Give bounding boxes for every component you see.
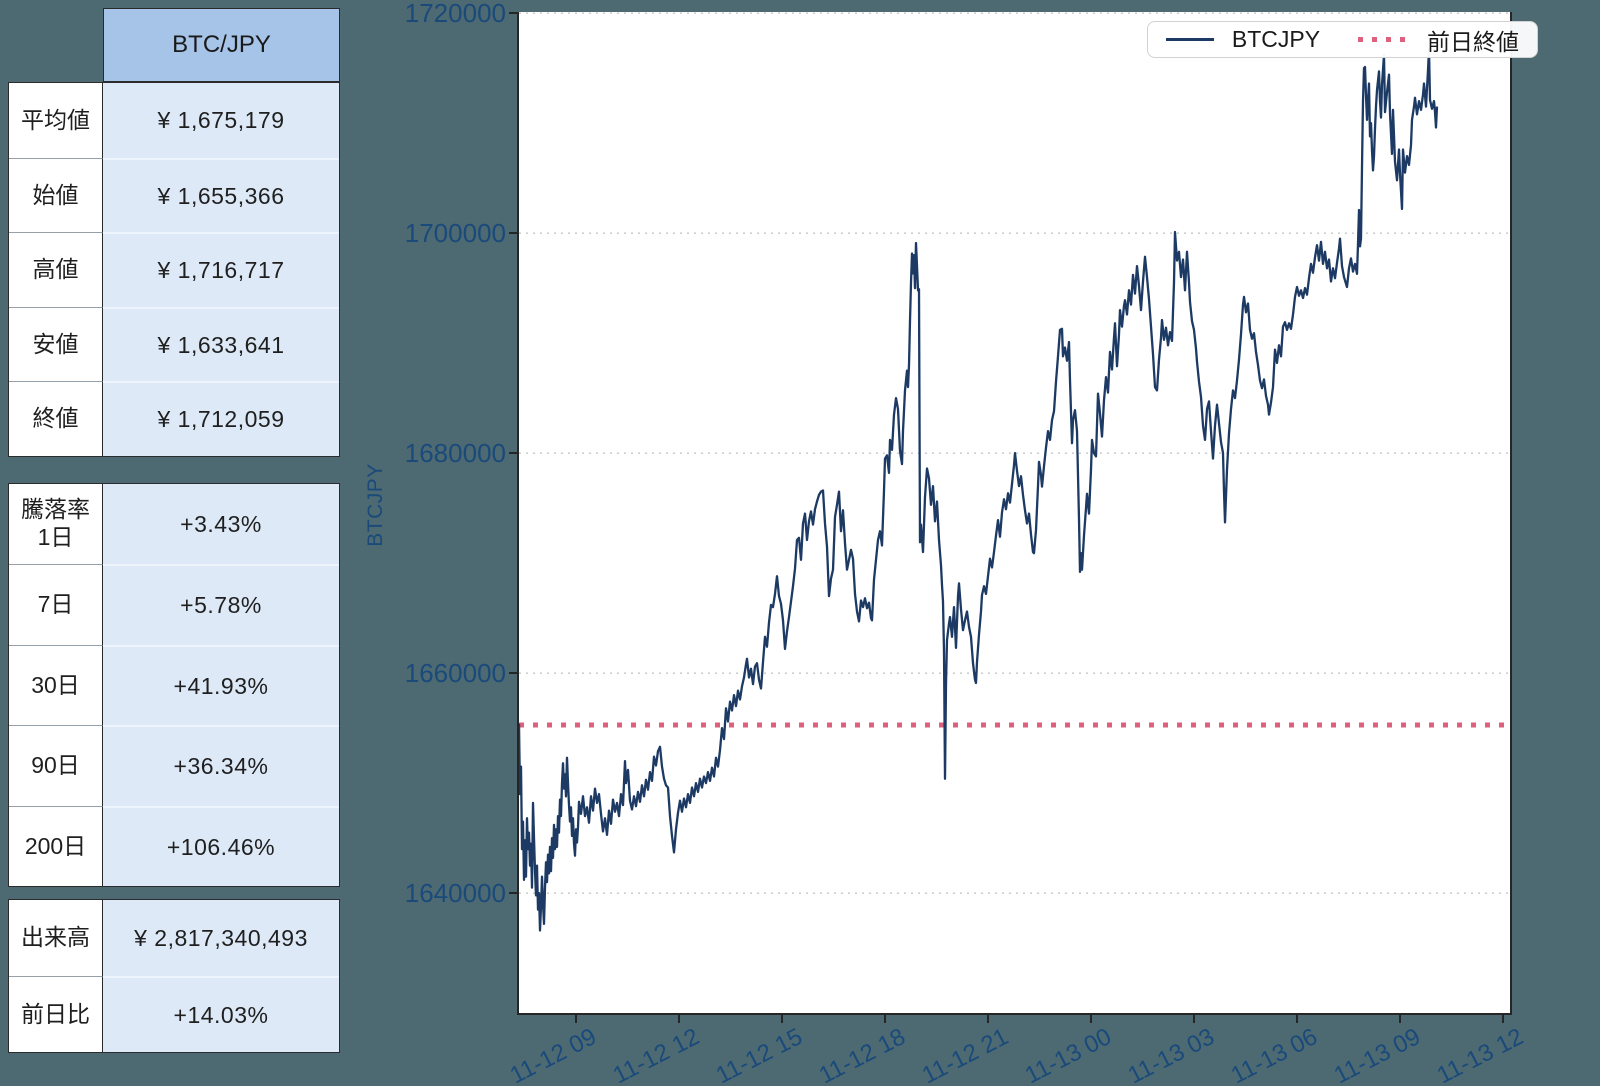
x-tickmark <box>575 1015 577 1023</box>
price-line <box>519 48 1439 932</box>
plot-area <box>517 12 1512 1015</box>
row-label: 200日 <box>9 806 103 886</box>
row-label: 始値 <box>9 158 103 232</box>
table-row: 安値 ¥ 1,633,641 <box>9 307 339 381</box>
y-tickmark <box>509 892 517 894</box>
table-row: 30日 +41.93% <box>9 645 339 725</box>
row-label: 騰落率 1日 <box>9 484 103 564</box>
x-tickmark <box>781 1015 783 1023</box>
row-label: 平均値 <box>9 83 103 158</box>
table-row: 7日 +5.78% <box>9 564 339 645</box>
x-tickmark <box>1399 1015 1401 1023</box>
pair-header: BTC/JPY <box>103 8 340 82</box>
row-value: ¥ 1,655,366 <box>103 158 339 232</box>
row-value: +5.78% <box>103 564 339 645</box>
legend-label-btcjpy: BTCJPY <box>1231 26 1321 52</box>
table-row: 始値 ¥ 1,655,366 <box>9 158 339 232</box>
btcjpy-line-swatch-icon <box>1166 38 1214 41</box>
table-row: 高値 ¥ 1,716,717 <box>9 232 339 307</box>
row-value: +36.34% <box>103 725 339 806</box>
chart-canvas <box>519 12 1510 932</box>
row-value: ¥ 1,675,179 <box>103 83 339 158</box>
y-tick-label: 1640000 <box>404 878 506 908</box>
y-tickmark <box>509 232 517 234</box>
x-tickmark <box>987 1015 989 1023</box>
row-label: 7日 <box>9 564 103 645</box>
legend-label-prev-close: 前日終値 <box>1427 28 1519 55</box>
x-tickmark <box>1502 1015 1504 1023</box>
volume-table: 出来高 ¥ 2,817,340,493 前日比 +14.03% <box>8 899 340 1053</box>
y-tickmark <box>509 452 517 454</box>
change-rate-table: 騰落率 1日 +3.43% 7日 +5.78% 30日 +41.93% 90日 … <box>8 483 340 887</box>
row-value: +41.93% <box>103 645 339 725</box>
x-tickmark <box>678 1015 680 1023</box>
row-label: 終値 <box>9 381 103 456</box>
table-row: 90日 +36.34% <box>9 725 339 806</box>
x-tickmark <box>1193 1015 1195 1023</box>
row-value: +3.43% <box>103 484 339 564</box>
y-tick-label: 1660000 <box>404 658 506 688</box>
prev-close-swatch-icon <box>1358 37 1409 42</box>
table-row: 200日 +106.46% <box>9 806 339 886</box>
y-tick-label: 1720000 <box>404 0 506 28</box>
row-label: 30日 <box>9 645 103 725</box>
table-row: 出来高 ¥ 2,817,340,493 <box>9 900 339 976</box>
x-tick-label: 11-12 09 <box>505 1023 601 1086</box>
y-tick-label: 1700000 <box>404 218 506 248</box>
row-label: 出来高 <box>9 900 103 976</box>
y-tick-label: 1680000 <box>404 438 506 468</box>
x-tickmark <box>1090 1015 1092 1023</box>
row-value: ¥ 2,817,340,493 <box>103 900 339 976</box>
row-value: ¥ 1,633,641 <box>103 307 339 381</box>
pair-header-label: BTC/JPY <box>172 31 271 58</box>
x-tickmark <box>884 1015 886 1023</box>
row-value: +106.46% <box>103 806 339 886</box>
summary-table: BTC/JPY 平均値 ¥ 1,675,179 始値 ¥ 1,655,366 高… <box>8 8 340 457</box>
table-row: 平均値 ¥ 1,675,179 <box>9 83 339 158</box>
row-label: 高値 <box>9 232 103 307</box>
x-tickmark <box>1296 1015 1298 1023</box>
change-rate-table-body: 騰落率 1日 +3.43% 7日 +5.78% 30日 +41.93% 90日 … <box>8 483 340 887</box>
row-value: ¥ 1,712,059 <box>103 381 339 456</box>
row-label: 90日 <box>9 725 103 806</box>
row-value: ¥ 1,716,717 <box>103 232 339 307</box>
y-tickmark <box>509 12 517 14</box>
table-row: 終値 ¥ 1,712,059 <box>9 381 339 456</box>
summary-table-body: 平均値 ¥ 1,675,179 始値 ¥ 1,655,366 高値 ¥ 1,71… <box>8 82 340 457</box>
row-value: +14.03% <box>103 976 339 1052</box>
table-row: 前日比 +14.03% <box>9 976 339 1052</box>
table-row: 騰落率 1日 +3.43% <box>9 484 339 564</box>
volume-table-body: 出来高 ¥ 2,817,340,493 前日比 +14.03% <box>8 899 340 1053</box>
legend: BTCJPY 前日終値 <box>1147 21 1538 58</box>
y-tickmark <box>509 672 517 674</box>
row-label: 前日比 <box>9 976 103 1052</box>
row-label: 安値 <box>9 307 103 381</box>
